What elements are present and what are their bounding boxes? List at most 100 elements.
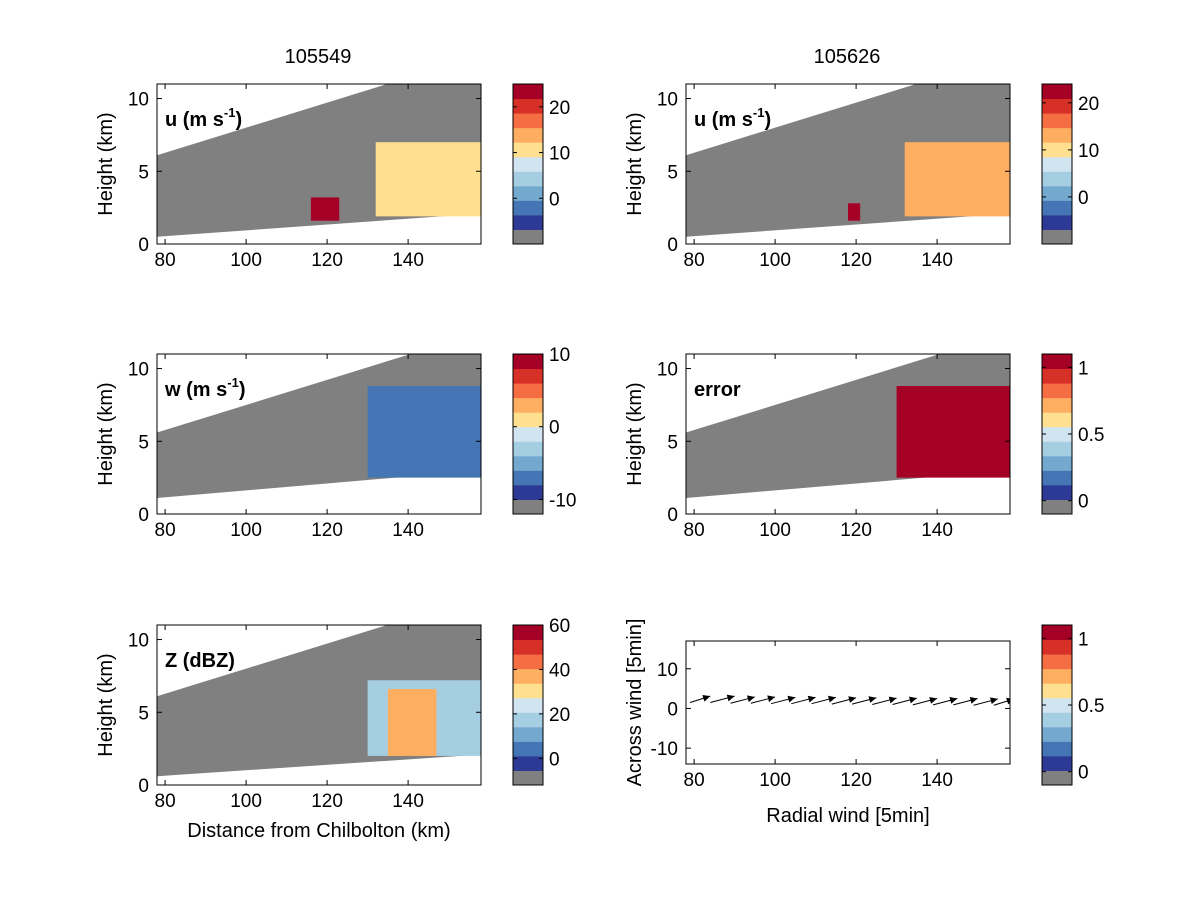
panel-annotation: Z (dBZ) [165,650,235,672]
panel-annotation: u (m s-1) [694,105,771,131]
x-tick-label: 80 [155,791,176,812]
panel-annotation: u (m s-1) [165,105,242,131]
colorbar-tick-label: 0 [549,189,560,210]
colorbar-segment [1042,755,1072,771]
annotation-text: u (m s [165,109,224,131]
colorbar-segment [1042,397,1072,413]
echo-region [387,689,437,756]
x-tick-label: 120 [840,250,872,271]
echo-region [375,142,481,217]
echo-region [367,386,481,478]
colorbar-segment [513,171,543,187]
colorbar-segment [1042,127,1072,143]
panel-u2: 80 100 120 140 0 5 10 Height (km) u (m s-1) 0 10 20 [624,83,1099,271]
colorbar-segment [1042,229,1072,244]
axes-frame [156,83,482,245]
annotation-superscript: -1 [227,375,239,390]
y-tick-label: 10 [657,360,678,381]
x-tick-label: 140 [921,250,953,271]
colorbar-tick-label: 1 [1078,358,1089,379]
colorbar-tick-label: 0 [1078,492,1089,513]
colorbar-segment [1042,484,1072,500]
x-tick-label: 100 [230,791,262,812]
echo-region [310,197,340,221]
colorbar-segment [1042,625,1072,641]
colorbar-segment [513,127,543,143]
wind-arrow-head [747,695,755,703]
colorbar-segment [513,712,543,728]
colorbar-tick-label: 20 [1078,94,1099,115]
x-tick-label: 100 [759,520,791,541]
x-tick-label: 120 [311,791,343,812]
y-tick-label: 0 [138,776,149,797]
colorbar-tick-label: 60 [549,616,570,637]
colorbar-frame [1041,83,1073,245]
colorbar-segment [1042,368,1072,384]
colorbar-segment [513,741,543,757]
x-axis-label: Radial wind [5min] [766,805,929,827]
colorbar-segment [513,455,543,471]
colorbar-segment [1042,354,1072,370]
colorbar-segment [513,354,543,370]
colorbar-frame [512,624,544,786]
y-axis-label: Height (km) [624,112,646,215]
y-tick-label: 5 [138,432,149,453]
x-tick-label: 140 [921,520,953,541]
x-tick-label: 80 [155,250,176,271]
panel-z1: 80 100 120 140 0 5 10 Height (km) Distance from … [95,616,570,842]
y-tick-label: 0 [667,699,678,720]
colorbar-segment [1042,113,1072,129]
x-tick-label: 100 [759,770,791,791]
colorbar-tick-label: 10 [549,144,570,165]
annotation-close: ) [235,109,242,131]
wind-arrow-head [702,694,711,702]
colorbar-segment [513,200,543,216]
colorbar-tick-label: 10 [549,345,570,366]
annotation-superscript: -1 [224,105,236,120]
colorbar-segment [513,397,543,413]
panel-annotation: w (m s-1) [164,375,245,401]
x-tick-label: 140 [921,770,953,791]
colorbar-tick-label: 0 [1078,763,1089,784]
axes-frame [685,83,1011,245]
colorbar-segment [1042,455,1072,471]
y-tick-label: 10 [128,360,149,381]
colorbar-segment [1042,741,1072,757]
annotation-text: w (m s [164,379,227,401]
colorbar-segment [1042,412,1072,428]
annotation-text: u (m s [694,109,753,131]
colorbar-segment [513,441,543,457]
wind-arrow-head [807,695,816,703]
colorbar-segment [513,156,543,172]
panel-annotation: error [694,379,741,401]
colorbar-segment [1042,697,1072,713]
colorbar-segment [513,426,543,442]
wind-arrow-head [828,695,836,703]
wind-arrow-head [868,696,877,703]
colorbar-tick-label: 0 [1078,188,1089,209]
y-tick-label: 10 [657,90,678,111]
colorbar-segment [513,229,543,244]
plot-area [157,84,481,237]
colorbar-segment [513,683,543,699]
colorbar-tick-label: 0 [549,749,560,770]
colorbar-segment [513,84,543,100]
colorbar-segment [1042,98,1072,114]
y-tick-label: 5 [138,703,149,724]
colorbar-segment [1042,726,1072,742]
colorbar-tick-label: 0.5 [1078,425,1104,446]
colorbar-segment [513,668,543,684]
echo-region [896,386,1010,478]
x-tick-label: 140 [392,791,424,812]
wind-arrow-head [787,695,796,703]
x-tick-label: 120 [840,520,872,541]
x-tick-label: 80 [155,520,176,541]
x-tick-label: 100 [230,520,262,541]
wind-arrow-head [909,696,917,704]
x-tick-label: 140 [392,520,424,541]
x-tick-label: 80 [684,250,705,271]
panel-w1: 80 100 120 140 0 5 10 Height (km) w (m s-1) -10 0 1… [95,345,576,541]
wind-arrow-head [929,696,938,704]
